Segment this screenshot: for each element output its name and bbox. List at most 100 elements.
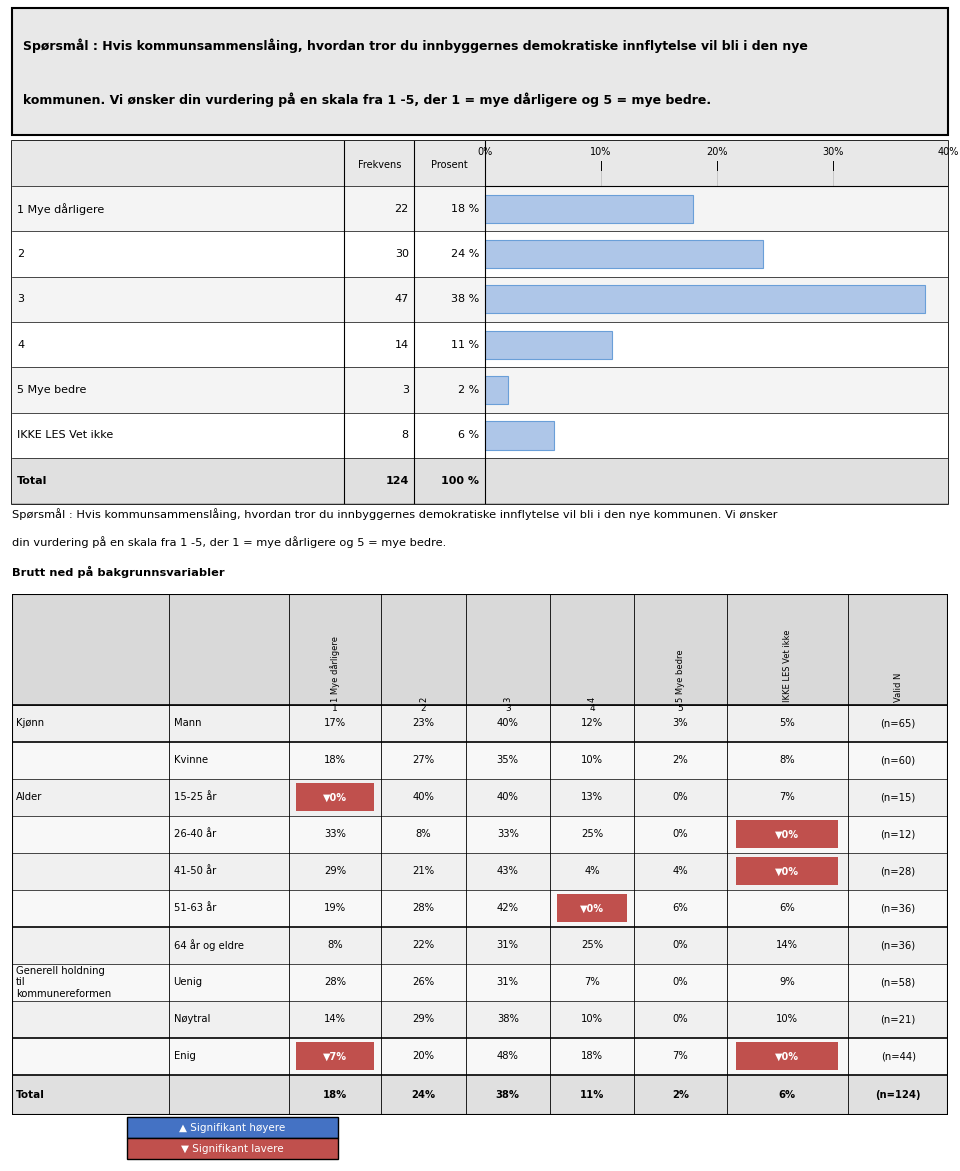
FancyBboxPatch shape xyxy=(12,276,948,322)
FancyBboxPatch shape xyxy=(12,705,948,741)
Text: 47: 47 xyxy=(395,294,409,304)
Text: 11 %: 11 % xyxy=(451,340,479,350)
Text: 35%: 35% xyxy=(496,755,518,766)
Text: 2: 2 xyxy=(17,249,24,259)
Text: 0%: 0% xyxy=(673,1014,688,1025)
Text: 4: 4 xyxy=(17,340,24,350)
Text: 0%: 0% xyxy=(673,940,688,951)
FancyBboxPatch shape xyxy=(12,741,948,779)
Text: Valid N: Valid N xyxy=(894,673,902,703)
FancyBboxPatch shape xyxy=(297,783,374,812)
Text: 5: 5 xyxy=(678,704,684,713)
Text: 38%: 38% xyxy=(495,1090,519,1100)
Text: 15-25 år: 15-25 år xyxy=(174,793,216,802)
Text: Enig: Enig xyxy=(174,1052,196,1061)
Text: 0%: 0% xyxy=(673,793,688,802)
Text: 33%: 33% xyxy=(496,829,518,840)
Text: 2 %: 2 % xyxy=(458,385,479,395)
Text: 6%: 6% xyxy=(672,903,688,913)
Text: Generell holdning
til
kommunereformen: Generell holdning til kommunereformen xyxy=(16,966,111,999)
FancyBboxPatch shape xyxy=(12,927,948,964)
Text: 10%: 10% xyxy=(581,755,603,766)
Text: 1 Mye dårligere: 1 Mye dårligere xyxy=(330,636,340,703)
Text: (n=28): (n=28) xyxy=(880,867,916,876)
Text: 2: 2 xyxy=(419,697,428,703)
Text: din vurdering på en skala fra 1 -5, der 1 = mye dårligere og 5 = mye bedre.: din vurdering på en skala fra 1 -5, der … xyxy=(12,536,445,548)
Text: (n=12): (n=12) xyxy=(880,829,916,840)
Text: 19%: 19% xyxy=(324,903,347,913)
Text: 14%: 14% xyxy=(777,940,798,951)
Text: 1: 1 xyxy=(332,704,338,713)
FancyBboxPatch shape xyxy=(12,322,948,368)
Text: Prosent: Prosent xyxy=(431,160,468,171)
Text: 38%: 38% xyxy=(496,1014,518,1025)
Text: 40%: 40% xyxy=(496,793,518,802)
Text: 4%: 4% xyxy=(584,867,600,876)
Text: 48%: 48% xyxy=(496,1052,518,1061)
Text: (n=60): (n=60) xyxy=(880,755,916,766)
Text: 6%: 6% xyxy=(780,903,795,913)
Text: (n=124): (n=124) xyxy=(876,1090,921,1100)
Text: ▲ Signifikant høyere: ▲ Signifikant høyere xyxy=(180,1123,285,1132)
Text: 18%: 18% xyxy=(581,1052,603,1061)
Text: 3: 3 xyxy=(503,697,513,703)
Text: 23%: 23% xyxy=(413,718,435,728)
Text: 40%: 40% xyxy=(496,718,518,728)
Text: ▼0%: ▼0% xyxy=(580,903,604,913)
Text: ▼0%: ▼0% xyxy=(775,867,799,876)
Text: 20%: 20% xyxy=(413,1052,435,1061)
FancyBboxPatch shape xyxy=(12,1038,948,1075)
FancyBboxPatch shape xyxy=(736,1042,838,1070)
FancyBboxPatch shape xyxy=(485,240,763,268)
Text: 3: 3 xyxy=(17,294,24,304)
FancyBboxPatch shape xyxy=(12,1001,948,1038)
Text: (n=44): (n=44) xyxy=(880,1052,916,1061)
Text: Total: Total xyxy=(17,475,47,486)
Text: Uenig: Uenig xyxy=(174,978,203,987)
FancyBboxPatch shape xyxy=(12,458,948,504)
Text: 18%: 18% xyxy=(323,1090,348,1100)
FancyBboxPatch shape xyxy=(485,194,693,222)
Text: 51-63 år: 51-63 år xyxy=(174,903,216,913)
Text: 25%: 25% xyxy=(581,829,603,840)
FancyBboxPatch shape xyxy=(12,8,948,135)
Text: 8%: 8% xyxy=(327,940,343,951)
FancyBboxPatch shape xyxy=(485,376,508,404)
Text: 40%: 40% xyxy=(938,148,959,157)
Text: ▼0%: ▼0% xyxy=(775,829,799,840)
Text: 10%: 10% xyxy=(777,1014,798,1025)
Text: Nøytral: Nøytral xyxy=(174,1014,210,1025)
Text: 18 %: 18 % xyxy=(451,204,479,213)
FancyBboxPatch shape xyxy=(736,857,838,885)
Text: 0%: 0% xyxy=(477,148,492,157)
Text: 2%: 2% xyxy=(672,755,688,766)
FancyBboxPatch shape xyxy=(12,890,948,927)
Text: 124: 124 xyxy=(385,475,409,486)
Text: Alder: Alder xyxy=(16,793,42,802)
Text: 21%: 21% xyxy=(413,867,435,876)
Text: 14%: 14% xyxy=(324,1014,347,1025)
Text: 40%: 40% xyxy=(413,793,434,802)
Text: 17%: 17% xyxy=(324,718,347,728)
FancyBboxPatch shape xyxy=(297,1042,374,1070)
Text: 31%: 31% xyxy=(496,940,518,951)
Text: 0%: 0% xyxy=(673,978,688,987)
Text: 4: 4 xyxy=(588,697,596,703)
Text: (n=21): (n=21) xyxy=(880,1014,916,1025)
Text: 13%: 13% xyxy=(581,793,603,802)
Text: 5 Mye bedre: 5 Mye bedre xyxy=(676,650,684,703)
Text: 7%: 7% xyxy=(672,1052,688,1061)
Text: 64 år og eldre: 64 år og eldre xyxy=(174,939,244,951)
FancyBboxPatch shape xyxy=(12,1075,948,1115)
Text: 22%: 22% xyxy=(413,940,435,951)
FancyBboxPatch shape xyxy=(12,816,948,852)
Text: 29%: 29% xyxy=(324,867,347,876)
FancyBboxPatch shape xyxy=(12,594,948,705)
FancyBboxPatch shape xyxy=(557,895,627,923)
Text: 5 Mye bedre: 5 Mye bedre xyxy=(17,385,86,395)
FancyBboxPatch shape xyxy=(485,330,612,358)
Text: 43%: 43% xyxy=(496,867,518,876)
Text: ▼7%: ▼7% xyxy=(324,1052,348,1061)
Text: Brutt ned på bakgrunnsvariabler: Brutt ned på bakgrunnsvariabler xyxy=(12,566,224,578)
Text: Frekvens: Frekvens xyxy=(357,160,401,171)
